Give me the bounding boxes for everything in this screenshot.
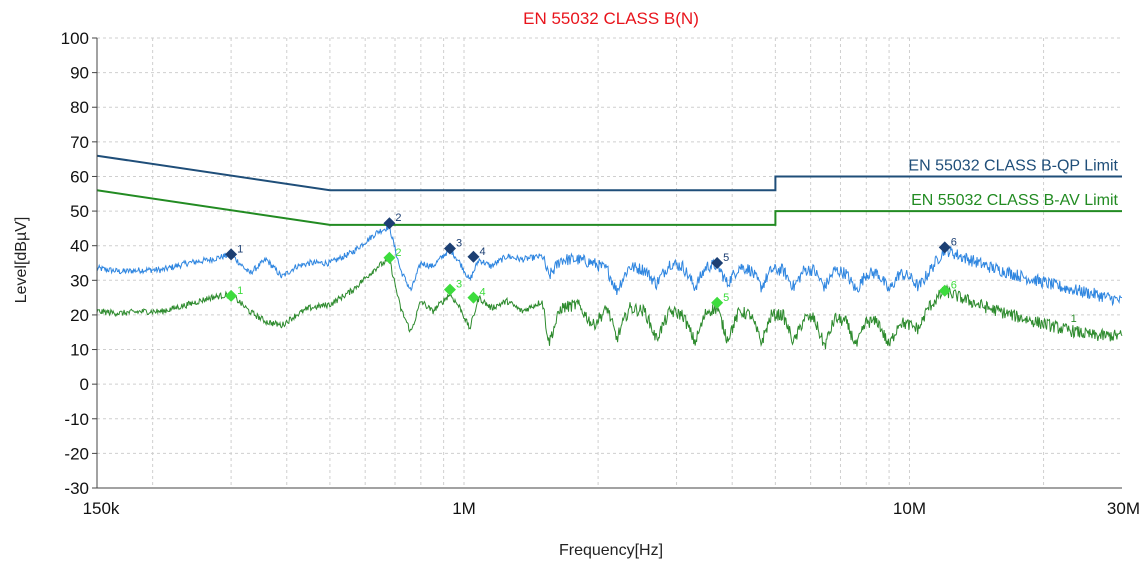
marker-qp-5 bbox=[711, 257, 724, 269]
marker-label: 1 bbox=[237, 285, 243, 297]
marker-qp-2 bbox=[383, 217, 396, 230]
y-tick-label: -20 bbox=[64, 444, 89, 463]
y-tick-label: 40 bbox=[70, 237, 89, 256]
marker-qp-1 bbox=[225, 248, 238, 261]
marker-label: 4 bbox=[479, 287, 485, 299]
x-tick-label: 30M bbox=[1107, 499, 1140, 518]
marker-av-1 bbox=[225, 289, 238, 302]
marker-qp-3 bbox=[443, 242, 456, 255]
marker-label: 6 bbox=[951, 236, 957, 248]
marker-label: 5 bbox=[723, 252, 729, 264]
x-tick-label: 150k bbox=[83, 499, 120, 518]
marker-label: 3 bbox=[456, 279, 462, 291]
marker-label: 1 bbox=[237, 243, 243, 255]
chart-title: EN 55032 CLASS B(N) bbox=[523, 9, 699, 28]
trace-qp bbox=[96, 222, 1123, 307]
marker-av-3 bbox=[443, 283, 456, 296]
trace-av bbox=[96, 256, 1123, 350]
marker-label: 6 bbox=[951, 280, 957, 292]
y-tick-label: 60 bbox=[70, 167, 89, 186]
limit-label-qp: EN 55032 CLASS B-QP Limit bbox=[908, 157, 1118, 174]
x-tick-label: 10M bbox=[893, 499, 926, 518]
marker-label: 2 bbox=[395, 247, 401, 259]
labels: EN 55032 CLASS B(N) Frequency[Hz] Level[… bbox=[13, 9, 699, 559]
y-tick-label: -30 bbox=[64, 479, 89, 498]
marker-av-5 bbox=[711, 296, 724, 309]
marker-label: 3 bbox=[456, 237, 462, 249]
axes bbox=[92, 37, 1122, 489]
y-tick-label: -10 bbox=[64, 410, 89, 429]
limit-line-qp bbox=[96, 154, 1122, 192]
markers: 1 2 3 4 5 6 1 2 3 4 5 6 1 bbox=[225, 212, 1077, 325]
marker-av-4 bbox=[467, 291, 480, 304]
y-tick-label: 20 bbox=[70, 306, 89, 325]
limit-lines: EN 55032 CLASS B-QP Limit EN 55032 CLASS … bbox=[96, 154, 1122, 226]
y-tick-label: 0 bbox=[80, 375, 89, 394]
y-tick-label: 10 bbox=[70, 341, 89, 360]
marker-label: 2 bbox=[395, 212, 401, 224]
x-tick-label: 1M bbox=[452, 499, 476, 518]
y-tick-label: 100 bbox=[61, 29, 89, 48]
y-tick-label: 90 bbox=[70, 64, 89, 83]
marker-label: 4 bbox=[479, 246, 485, 258]
series-lines bbox=[96, 222, 1123, 350]
y-tick-label: 30 bbox=[70, 271, 89, 290]
limit-line-av bbox=[96, 189, 1122, 226]
limit-label-av: EN 55032 CLASS B-AV Limit bbox=[911, 192, 1118, 209]
marker-qp-4 bbox=[467, 250, 480, 263]
marker-qp-6 bbox=[938, 241, 951, 254]
y-tick-label: 80 bbox=[70, 98, 89, 117]
marker-av-2 bbox=[383, 251, 396, 264]
annotation-label: 1 bbox=[1071, 313, 1077, 325]
marker-av-6 bbox=[938, 284, 951, 297]
y-tick-label: 70 bbox=[70, 133, 89, 152]
y-axis-label: Level[dBµV] bbox=[13, 217, 30, 304]
marker-label: 5 bbox=[723, 292, 729, 304]
y-tick-label: 50 bbox=[70, 202, 89, 221]
x-axis-label: Frequency[Hz] bbox=[559, 542, 663, 559]
